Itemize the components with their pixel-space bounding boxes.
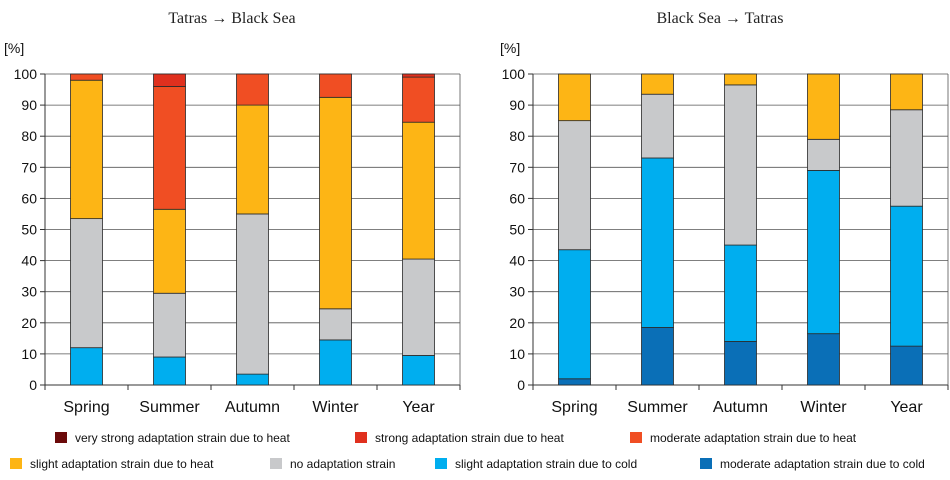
- legend-swatch: [435, 458, 447, 469]
- y-tick-label: 0: [29, 377, 37, 393]
- bar-segment: [319, 73, 352, 98]
- bar-segment: [807, 170, 840, 335]
- bar-segment: [724, 73, 757, 86]
- bar-segment: [890, 73, 923, 111]
- legend-swatch: [700, 458, 712, 469]
- x-tick-label: Summer: [139, 399, 200, 416]
- y-tick-label: 50: [21, 222, 37, 238]
- y-tick-label: 90: [509, 97, 525, 113]
- legend-label: slight adaptation strain due to heat: [30, 457, 214, 471]
- y-tick-label: 20: [509, 315, 525, 331]
- bar-segment: [402, 258, 435, 356]
- y-tick-label: 40: [21, 253, 37, 269]
- bar-segment: [807, 138, 840, 171]
- bar-segment: [402, 76, 435, 123]
- y-tick-label: 70: [21, 159, 37, 175]
- y-tick-label: 100: [14, 66, 38, 82]
- legend-label: very strong adaptation strain due to hea…: [75, 431, 290, 445]
- bar-segment: [319, 339, 352, 386]
- x-tick-label: Spring: [63, 399, 109, 416]
- bar-segment: [641, 93, 674, 159]
- bar-segment: [70, 73, 103, 81]
- y-tick-label: 30: [509, 284, 525, 300]
- y-tick-label: 80: [21, 128, 37, 144]
- chart-black-sea-to-tatras: Black Sea → Tatras [%] 0 10 20 30 40 50 60 70 80 90…: [500, 10, 949, 416]
- legend-swatch: [630, 432, 642, 443]
- x-tick-label: Summer: [627, 399, 688, 416]
- y-tick-label: 40: [509, 253, 525, 269]
- legend-swatch: [355, 432, 367, 443]
- y-tick-label: 60: [21, 190, 37, 206]
- bar-segment: [236, 73, 269, 106]
- bar-segment: [724, 84, 757, 246]
- y-unit-label: [%]: [4, 40, 24, 56]
- legend-swatch: [270, 458, 282, 469]
- bar-segment: [558, 120, 591, 251]
- legend-swatch: [55, 432, 67, 443]
- bar-segment: [558, 378, 591, 386]
- bar-segment: [402, 121, 435, 260]
- bar-segment: [402, 73, 435, 78]
- bar-segment: [153, 356, 186, 386]
- bar-segment: [724, 341, 757, 386]
- bar-segment: [641, 73, 674, 95]
- bar-segment: [807, 73, 840, 140]
- bar-segment: [641, 327, 674, 386]
- bar-segment: [319, 308, 352, 341]
- bar-segment: [153, 73, 186, 87]
- bar-segment: [236, 104, 269, 215]
- chart-tatras-to-black-sea: Tatras → Black Sea [%] 0 10 20 30 40 50 60 70 80 90…: [4, 10, 461, 416]
- y-tick-label: 0: [517, 377, 525, 393]
- legend-label: slight adaptation strain due to cold: [455, 457, 637, 471]
- y-tick-label: 60: [509, 190, 525, 206]
- bar-segment: [70, 79, 103, 220]
- y-tick-label: 10: [509, 346, 525, 362]
- chart-title: Tatras → Black Sea: [168, 10, 295, 27]
- bar-segment: [153, 86, 186, 210]
- y-tick-label: 30: [21, 284, 37, 300]
- y-tick-label: 100: [502, 66, 526, 82]
- legend-label: moderate adaptation strain due to cold: [720, 457, 925, 471]
- bar-segment: [890, 109, 923, 207]
- bar-segment: [402, 355, 435, 386]
- bar-segment: [558, 73, 591, 122]
- y-tick-label: 50: [509, 222, 525, 238]
- bar-segment: [236, 373, 269, 386]
- bar-segment: [236, 213, 269, 375]
- bar-segment: [558, 249, 591, 380]
- x-tick-label: Winter: [312, 399, 359, 416]
- bar-segment: [70, 347, 103, 386]
- y-unit-label: [%]: [500, 40, 520, 56]
- y-tick-label: 20: [21, 315, 37, 331]
- legend: very strong adaptation strain due to hea…: [10, 431, 925, 471]
- chart-title: Black Sea → Tatras: [657, 10, 784, 27]
- bar-segment: [641, 157, 674, 328]
- x-tick-label: Winter: [800, 399, 847, 416]
- y-tick-label: 10: [21, 346, 37, 362]
- bar-segment: [319, 96, 352, 310]
- x-tick-label: Year: [890, 399, 923, 416]
- bar-segment: [807, 333, 840, 386]
- x-tick-label: Autumn: [713, 399, 768, 416]
- y-tick-label: 90: [21, 97, 37, 113]
- legend-swatch: [10, 458, 22, 469]
- legend-label: no adaptation strain: [290, 457, 395, 471]
- bar-segment: [724, 244, 757, 342]
- x-tick-label: Autumn: [225, 399, 280, 416]
- y-tick-label: 70: [509, 159, 525, 175]
- bar-segment: [890, 205, 923, 347]
- bar-segment: [153, 292, 186, 358]
- bar-segment: [890, 345, 923, 386]
- bar-segment: [70, 218, 103, 349]
- y-tick-label: 80: [509, 128, 525, 144]
- x-tick-label: Year: [402, 399, 435, 416]
- x-tick-label: Spring: [551, 399, 597, 416]
- legend-label: moderate adaptation strain due to heat: [650, 431, 857, 445]
- bar-segment: [153, 208, 186, 294]
- legend-label: strong adaptation strain due to heat: [375, 431, 564, 445]
